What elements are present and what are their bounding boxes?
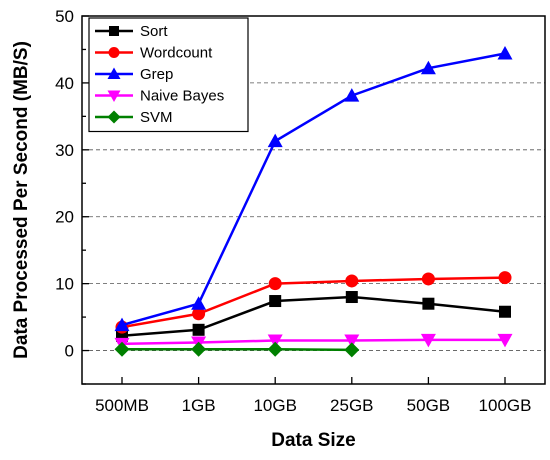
data-point-grep — [267, 133, 283, 148]
legend-marker-naive-bayes — [107, 90, 121, 102]
y-tick-label: 50 — [55, 7, 74, 26]
legend-marker-wordcount — [108, 47, 120, 58]
y-tick-label: 30 — [55, 141, 74, 160]
legend-label-svm: SVM — [140, 109, 173, 126]
y-tick-label: 40 — [55, 74, 74, 93]
series-line-naive-bayes — [121, 338, 505, 346]
legend-label-sort: Sort — [140, 23, 168, 40]
legend: Sort Wordcount Grep Naive Bayes SVM — [88, 17, 249, 133]
data-point-wordcount — [345, 274, 359, 288]
data-point-wordcount — [268, 277, 282, 291]
x-tick-label: 100GB — [479, 396, 532, 415]
data-point-naive-bayes — [497, 333, 513, 348]
y-axis: 0 10 20 30 40 50 — [55, 7, 89, 385]
data-point-sort — [422, 297, 435, 310]
series-line-sort — [121, 295, 506, 338]
plot-frame — [81, 15, 546, 385]
x-axis: 500MB 1GB 10GB 25GB 50GB 100GB — [95, 377, 531, 415]
series-grep — [114, 45, 513, 332]
data-point-svm — [114, 341, 130, 357]
y-axis-title: Data Processed Per Second (MB/S) — [11, 41, 32, 359]
series-line-wordcount — [121, 276, 506, 329]
data-point-naive-bayes — [267, 334, 283, 349]
legend-label-naive-bayes: Naive Bayes — [140, 88, 224, 105]
series-sort — [116, 291, 511, 342]
y-tick-label: 10 — [55, 275, 74, 294]
data-point-grep — [191, 296, 207, 310]
data-point-wordcount — [421, 272, 435, 286]
x-tick-label: 50GB — [407, 396, 450, 415]
data-point-naive-bayes — [344, 334, 360, 349]
data-point-wordcount — [192, 307, 206, 321]
data-point-grep — [114, 317, 130, 332]
data-point-naive-bayes — [420, 333, 436, 348]
x-tick-label: 500MB — [95, 396, 149, 415]
data-point-svm — [344, 342, 360, 358]
x-tick-label: 10GB — [253, 396, 296, 415]
data-point-sort — [192, 323, 205, 336]
legend-marker-grep — [107, 67, 121, 79]
series-naive-bayes — [114, 333, 513, 352]
x-axis-title: Data Size — [271, 430, 355, 451]
y-tick-label: 20 — [55, 208, 74, 227]
legend-marker-sort — [109, 26, 119, 36]
data-point-sort — [345, 291, 358, 304]
series-svm — [114, 341, 360, 358]
x-tick-label: 1GB — [182, 396, 216, 415]
data-point-svm — [267, 341, 283, 357]
x-tick-label: 25GB — [330, 396, 373, 415]
series-wordcount — [115, 271, 512, 334]
series-line-svm — [122, 347, 352, 352]
data-point-grep — [420, 60, 436, 75]
data-point-grep — [344, 88, 360, 102]
legend-label-wordcount: Wordcount — [140, 45, 213, 62]
y-tick-label: 0 — [65, 342, 74, 361]
series-line-grep — [121, 52, 506, 327]
series-layer — [114, 45, 513, 358]
data-point-sort — [269, 295, 282, 308]
data-point-sort — [499, 305, 511, 318]
data-point-svm — [191, 341, 207, 357]
legend-marker-svm — [107, 110, 121, 124]
data-point-wordcount — [498, 271, 512, 285]
data-point-grep — [497, 45, 513, 60]
legend-label-grep: Grep — [140, 66, 173, 83]
